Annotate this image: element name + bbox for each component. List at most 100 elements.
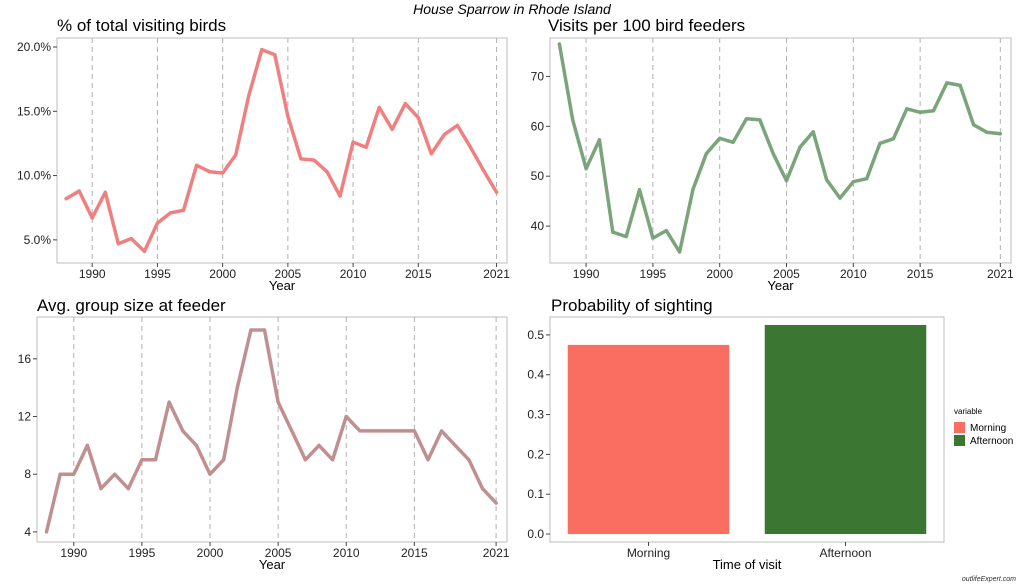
data-point <box>429 152 433 156</box>
data-point <box>825 178 829 182</box>
data-point <box>303 458 307 462</box>
plot-frame <box>549 37 1012 264</box>
data-point <box>235 386 239 390</box>
x-tick-label: 2000 <box>197 546 224 560</box>
data-point <box>249 328 253 332</box>
data-point <box>194 163 199 167</box>
legend-label: Morning <box>970 423 1006 434</box>
data-point <box>637 188 642 192</box>
plot-frame <box>549 316 945 543</box>
data-point <box>142 249 146 254</box>
y-tick-label: 0.0 <box>527 527 544 541</box>
data-point <box>624 234 628 239</box>
data-point <box>494 501 498 505</box>
data-point <box>276 400 280 404</box>
data-point <box>771 152 775 156</box>
panel-title: Probability of sighting <box>551 296 713 315</box>
data-point <box>290 429 294 433</box>
plot-frame <box>36 316 508 543</box>
y-tick-label: 16 <box>18 352 32 366</box>
legend-title: variable <box>954 407 983 416</box>
x-tick-label: 2015 <box>907 267 934 281</box>
data-point <box>44 530 49 534</box>
x-tick-label: Morning <box>627 546 670 560</box>
data-point <box>891 137 896 141</box>
data-point <box>704 152 708 156</box>
data-point <box>744 117 749 121</box>
plot-frame <box>56 37 508 264</box>
data-point <box>985 130 989 134</box>
data-point <box>126 487 130 491</box>
data-point <box>181 208 186 212</box>
data-point <box>784 179 789 183</box>
data-point <box>481 168 486 173</box>
data-point <box>453 443 457 447</box>
y-tick-label: 0.1 <box>527 487 544 501</box>
x-axis-title: Year <box>767 278 794 293</box>
panel-3: Avg. group size at feeder 1990 1995 2000 200… <box>18 296 510 572</box>
data-point <box>403 101 407 106</box>
data-point <box>905 107 909 111</box>
legend-swatch <box>954 422 965 433</box>
data-point <box>758 118 762 122</box>
data-point <box>168 211 173 215</box>
data-point <box>208 170 212 174</box>
data-point <box>838 196 842 200</box>
data-point <box>194 443 198 447</box>
data-point <box>358 429 362 433</box>
data-point <box>718 136 722 140</box>
x-tick-label: 2005 <box>265 546 292 560</box>
data-point <box>416 116 420 120</box>
x-tick-label: 2021 <box>483 267 510 281</box>
y-tick-label: 70 <box>531 69 545 83</box>
series-line <box>64 47 499 254</box>
y-tick-label: 12 <box>18 410 32 424</box>
x-tick-label: 1990 <box>573 267 600 281</box>
data-point <box>262 328 267 332</box>
y-tick-label: 15.0% <box>17 104 51 118</box>
data-point <box>344 414 348 419</box>
x-axis-title: Time of visit <box>713 557 782 572</box>
data-point <box>958 83 962 87</box>
data-point <box>181 429 185 433</box>
data-point <box>113 472 117 476</box>
data-point <box>399 429 403 433</box>
data-point <box>385 429 389 433</box>
y-tick-label: 5.0% <box>24 233 52 247</box>
x-tick-label: 2010 <box>840 267 867 281</box>
x-tick-label: 2021 <box>483 546 510 560</box>
data-point <box>331 458 335 462</box>
data-point <box>597 138 602 142</box>
series-line <box>44 328 498 534</box>
data-point <box>99 487 103 491</box>
legend-swatch <box>954 435 965 446</box>
data-point <box>442 132 446 137</box>
data-point <box>412 429 416 433</box>
data-point <box>116 242 120 246</box>
data-point <box>664 228 668 233</box>
data-point <box>731 140 735 144</box>
x-tick-label: 2015 <box>401 546 428 560</box>
data-point <box>811 130 815 134</box>
data-point <box>260 47 264 52</box>
watermark: outlifeExpert.com <box>962 576 1016 583</box>
x-tick-label: 1995 <box>144 267 171 281</box>
y-tick-label: 60 <box>531 119 545 133</box>
data-point <box>64 197 68 201</box>
data-point <box>77 189 81 193</box>
x-tick-label: 2010 <box>340 267 367 281</box>
x-axis-title: Year <box>269 278 296 293</box>
data-point <box>390 127 394 131</box>
x-axis-title: Year <box>259 557 286 572</box>
data-point <box>58 472 62 476</box>
x-tick-label: 2000 <box>209 267 236 281</box>
data-point <box>918 110 922 114</box>
data-point <box>480 487 485 491</box>
panel-title: % of total visiting birds <box>57 16 226 35</box>
x-tick-label: 2000 <box>706 267 733 281</box>
panel-title: Visits per 100 bird feeders <box>548 16 745 35</box>
data-point <box>103 190 107 194</box>
x-tick-label: 1995 <box>129 546 156 560</box>
data-point <box>931 109 936 113</box>
